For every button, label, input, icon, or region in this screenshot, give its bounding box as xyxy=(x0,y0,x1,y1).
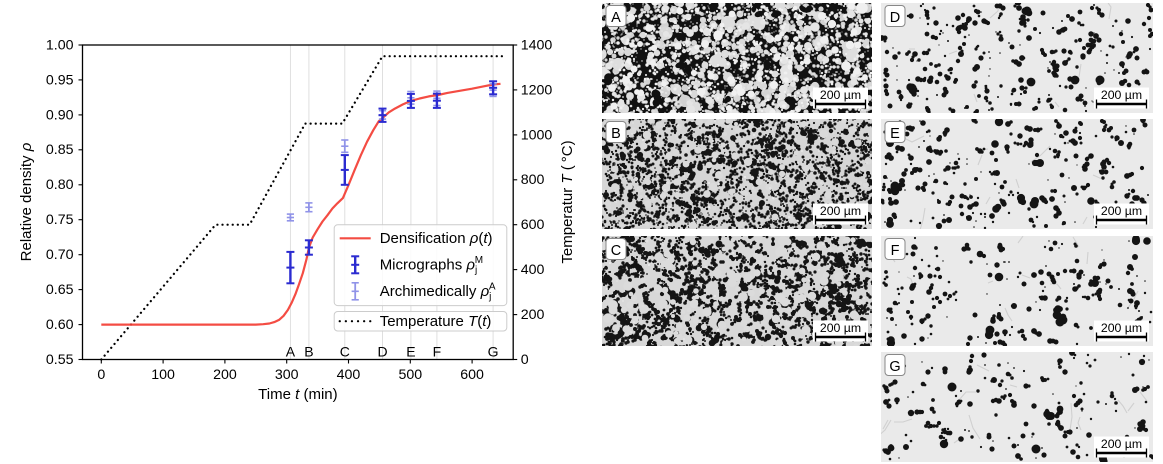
svg-text:0.55: 0.55 xyxy=(46,352,74,368)
svg-text:A: A xyxy=(611,10,621,26)
svg-text:1.00: 1.00 xyxy=(46,37,74,53)
svg-text:0.70: 0.70 xyxy=(46,247,74,263)
svg-text:C: C xyxy=(340,344,350,360)
svg-text:D: D xyxy=(377,344,387,360)
svg-text:1200: 1200 xyxy=(521,82,553,98)
svg-text:0: 0 xyxy=(521,352,529,368)
svg-text:100: 100 xyxy=(151,367,175,383)
svg-text:Densification ρ(t): Densification ρ(t) xyxy=(380,230,493,247)
svg-text:0.75: 0.75 xyxy=(46,212,74,228)
svg-text:B: B xyxy=(304,344,313,360)
svg-text:500: 500 xyxy=(398,367,422,383)
svg-text:F: F xyxy=(433,344,442,360)
svg-text:Relative density ρ: Relative density ρ xyxy=(18,142,35,261)
svg-text:E: E xyxy=(406,344,415,360)
svg-text:300: 300 xyxy=(275,367,299,383)
svg-text:600: 600 xyxy=(521,217,545,233)
svg-text:0.65: 0.65 xyxy=(46,282,74,298)
svg-text:0.60: 0.60 xyxy=(46,317,74,333)
svg-text:A: A xyxy=(286,344,296,360)
svg-text:Archimedically ρjA: Archimedically ρjA xyxy=(380,282,496,303)
svg-text:0.85: 0.85 xyxy=(46,142,74,158)
svg-text:0.95: 0.95 xyxy=(46,72,74,88)
svg-text:200: 200 xyxy=(521,307,545,323)
svg-text:G: G xyxy=(488,344,499,360)
svg-text:Micrographs ρjM: Micrographs ρjM xyxy=(380,255,483,276)
svg-text:600: 600 xyxy=(460,367,484,383)
svg-text:200: 200 xyxy=(213,367,237,383)
svg-text:Time t (min): Time t (min) xyxy=(258,386,337,403)
svg-text:200 µm: 200 µm xyxy=(820,88,861,102)
svg-text:1400: 1400 xyxy=(521,37,553,53)
svg-text:400: 400 xyxy=(521,262,545,278)
svg-text:1000: 1000 xyxy=(521,127,553,143)
svg-text:0.80: 0.80 xyxy=(46,177,74,193)
svg-text:0.90: 0.90 xyxy=(46,107,74,123)
svg-text:Temperatur T ( °C): Temperatur T ( °C) xyxy=(559,140,576,263)
svg-text:0: 0 xyxy=(97,367,105,383)
svg-text:Temperature T(t): Temperature T(t) xyxy=(380,313,492,330)
svg-text:800: 800 xyxy=(521,172,545,188)
svg-text:400: 400 xyxy=(337,367,361,383)
